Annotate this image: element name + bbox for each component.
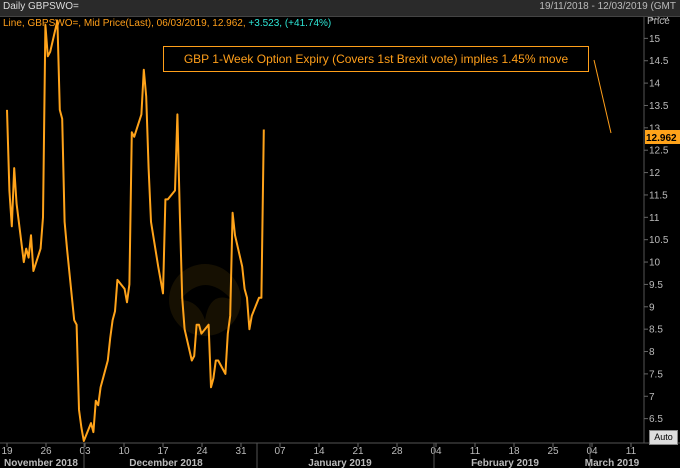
x-tick-label: 26 xyxy=(40,446,52,457)
y-tick-label: 6.5 xyxy=(649,414,663,425)
annotation-leader-line xyxy=(593,59,612,134)
x-tick-label: 11 xyxy=(470,446,481,457)
x-tick-label: 31 xyxy=(235,446,247,457)
month-label: March 2019 xyxy=(585,458,640,468)
x-tick-label: 03 xyxy=(79,446,91,457)
watermark-logo xyxy=(169,264,241,336)
x-tick-label: 10 xyxy=(118,446,130,457)
y-tick-label: 12 xyxy=(649,168,661,179)
y-tick-label: 15 xyxy=(649,34,661,45)
legend-line: Line, GBPSWO=, Mid Price(Last), 06/03/20… xyxy=(3,18,331,29)
series-line xyxy=(6,19,265,442)
x-tick-label: 18 xyxy=(508,446,520,457)
y-tick-label: 11.5 xyxy=(649,190,668,201)
auto-scale-button[interactable]: Auto xyxy=(649,430,678,445)
y-tick-label: 7 xyxy=(649,392,655,403)
y-tick-label: 7.5 xyxy=(649,369,663,380)
series-info: Line, GBPSWO=, Mid Price(Last), 06/03/20… xyxy=(3,18,246,29)
last-value-box xyxy=(645,130,680,144)
y-tick-label: 15.5 xyxy=(649,12,669,23)
y-tick-label: 13 xyxy=(649,123,661,134)
x-tick-label: 28 xyxy=(391,446,403,457)
x-tick-label: 17 xyxy=(157,446,169,457)
month-label: February 2019 xyxy=(471,458,539,468)
x-tick-label: 04 xyxy=(430,446,442,457)
change-value: +3.523, (+41.74%) xyxy=(248,18,332,29)
y-tick-label: 9 xyxy=(649,302,655,313)
chart-title: Daily GBPSWO= xyxy=(3,1,79,12)
x-tick-label: 19 xyxy=(1,446,13,457)
y-tick-label: 8.5 xyxy=(649,325,663,336)
title-bar: Daily GBPSWO= 19/11/2018 - 12/03/2019 (G… xyxy=(0,0,680,17)
x-tick-label: 24 xyxy=(196,446,208,457)
y-tick-label: 8 xyxy=(649,347,655,358)
y-tick-label: 10.5 xyxy=(649,235,669,246)
last-value-label: 12.962 xyxy=(646,133,677,144)
date-range[interactable]: 19/11/2018 - 12/03/2019 (GMT xyxy=(539,1,676,12)
y-tick-label: 11 xyxy=(649,213,660,224)
price-axis-header: Price xyxy=(647,16,670,27)
annotation-box: GBP 1-Week Option Expiry (Covers 1st Bre… xyxy=(163,46,589,72)
y-tick-label: 9.5 xyxy=(649,280,663,291)
x-tick-label: 07 xyxy=(274,446,286,457)
x-tick-label: 04 xyxy=(586,446,598,457)
x-tick-label: 11 xyxy=(626,446,637,457)
y-tick-label: 14 xyxy=(649,79,661,90)
month-label: January 2019 xyxy=(308,458,372,468)
plot-background xyxy=(0,30,644,442)
x-tick-label: 25 xyxy=(547,446,559,457)
y-tick-label: 14.5 xyxy=(649,56,669,67)
x-tick-label: 14 xyxy=(313,446,325,457)
x-tick-label: 21 xyxy=(352,446,364,457)
month-label: November 2018 xyxy=(4,458,78,468)
month-label: December 2018 xyxy=(129,458,203,468)
y-tick-label: 12.5 xyxy=(649,146,669,157)
y-tick-label: 13.5 xyxy=(649,101,669,112)
y-tick-label: 10 xyxy=(649,258,661,269)
